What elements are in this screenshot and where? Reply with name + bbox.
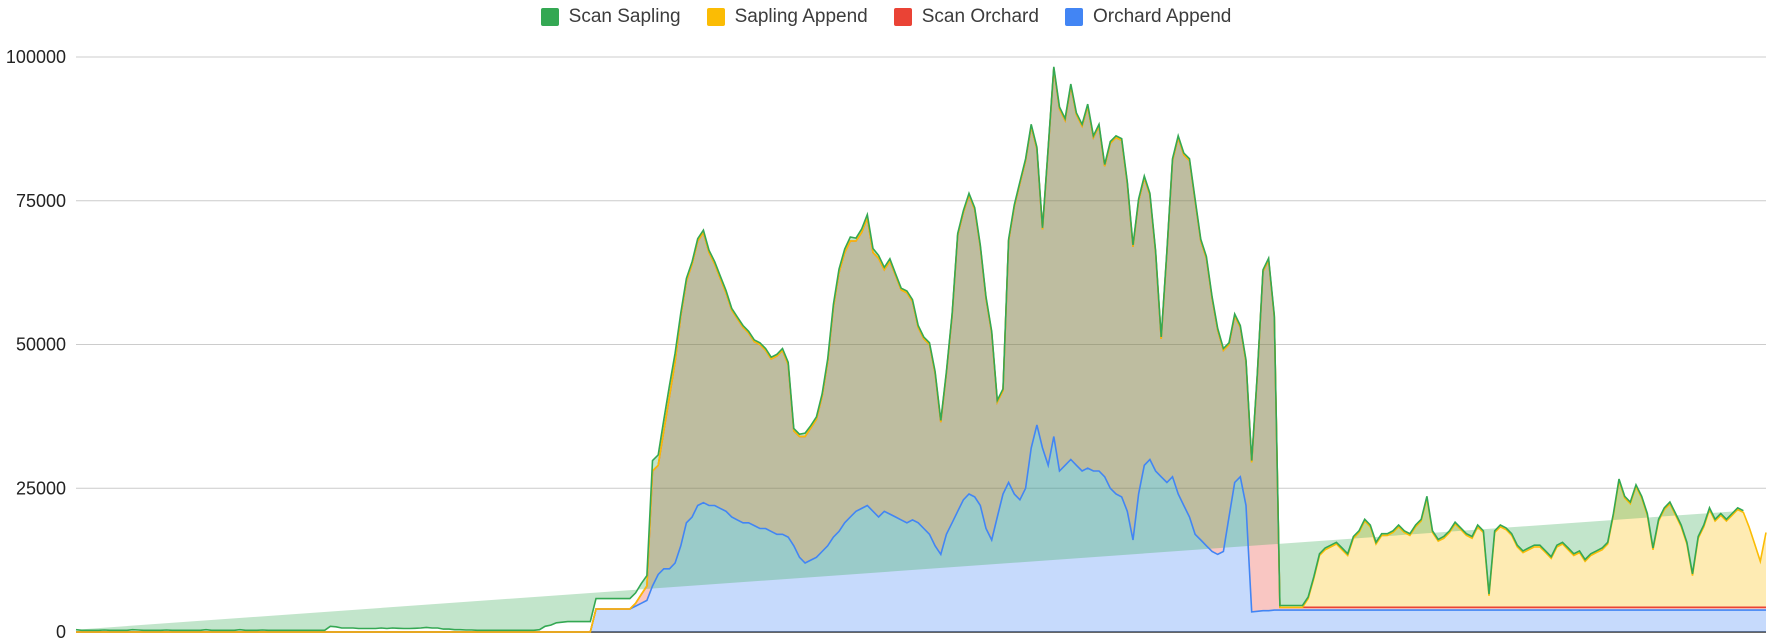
- legend-swatch-orchard-append: [1064, 8, 1083, 26]
- y-tick-label: 25000: [16, 478, 66, 498]
- legend-item-scan-sapling[interactable]: Scan Sapling: [540, 6, 681, 28]
- legend-swatch-scan-orchard: [893, 8, 912, 26]
- legend-item-orchard-append[interactable]: Orchard Append: [1064, 6, 1232, 28]
- y-tick-label: 0: [56, 622, 66, 641]
- area-orchard-append: [76, 425, 1766, 632]
- legend-label-orchard-append: Orchard Append: [1092, 6, 1232, 27]
- legend-item-sapling-append[interactable]: Sapling Append: [706, 6, 868, 28]
- area-scan-sapling: [76, 66, 1744, 631]
- legend-item-scan-orchard[interactable]: Scan Orchard: [893, 6, 1039, 28]
- legend-swatch-sapling-append: [706, 8, 725, 26]
- legend-label-sapling-append: Sapling Append: [734, 6, 868, 27]
- area-sapling-append: [76, 68, 1766, 632]
- area-scan-orchard: [76, 68, 1766, 632]
- legend-label-scan-orchard: Scan Orchard: [921, 6, 1039, 27]
- y-tick-label: 75000: [16, 191, 66, 211]
- y-tick-label: 50000: [16, 335, 66, 355]
- legend-swatch-scan-sapling: [540, 8, 559, 26]
- line-scan-sapling: [75, 66, 1744, 632]
- y-tick-label: 100000: [6, 47, 66, 67]
- legend: Scan Sapling Sapling Append Scan Orchard…: [0, 0, 1772, 34]
- legend-label-scan-sapling: Scan Sapling: [568, 6, 681, 27]
